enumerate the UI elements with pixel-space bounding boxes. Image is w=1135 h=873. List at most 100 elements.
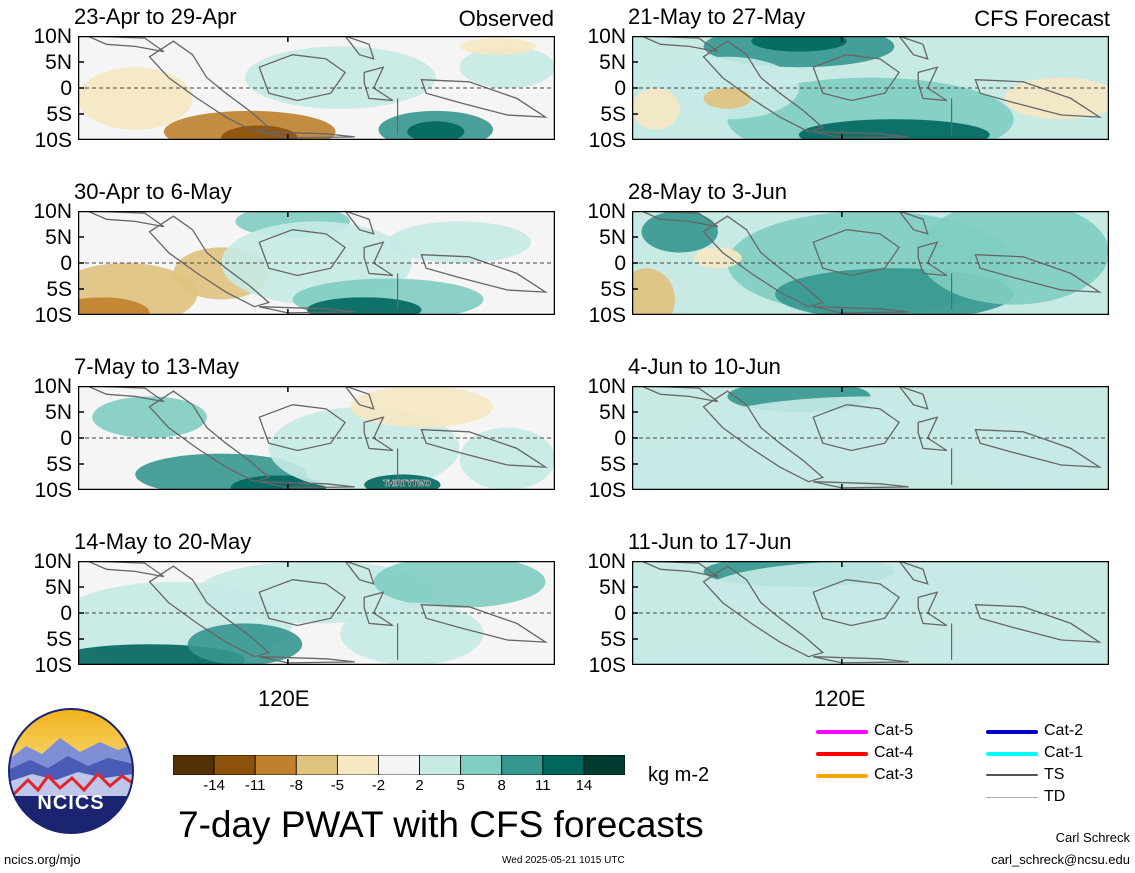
coastline (898, 386, 929, 410)
coastline (259, 131, 355, 139)
storm-name-label: THIRTYTWO (383, 479, 431, 488)
storm-legend-swatch (986, 797, 1038, 798)
author-email[interactable]: carl_schreck@ncsu.edu (991, 852, 1130, 867)
coastline (813, 481, 909, 489)
y-axis-tick-label: 10S (588, 654, 626, 677)
pwat-map (632, 386, 1109, 490)
y-axis-tick-label: 5N (45, 576, 72, 599)
panel-title: 11-Jun to 17-Jun (628, 529, 792, 554)
pwat-field (632, 561, 1109, 665)
pwat-field (632, 386, 1109, 490)
y-axis-tick-label: 5S (600, 453, 626, 476)
y-axis-tick-label: 5N (599, 226, 626, 249)
coastline (898, 36, 929, 60)
storm-legend-label: Cat-3 (874, 766, 914, 783)
coastline (258, 54, 346, 102)
pwat-anomaly-region (244, 46, 436, 109)
storm-legend-label: Cat-2 (1044, 722, 1084, 739)
coastline (702, 390, 825, 483)
coastline (813, 131, 909, 139)
pwat-anomaly-region (655, 56, 799, 120)
colorbar-unit: kg m-2 (648, 764, 710, 786)
coastline (641, 561, 719, 578)
coastline (363, 591, 394, 627)
colorbar-tick-label: 2 (415, 777, 424, 794)
colorbar-swatch (501, 754, 544, 776)
pwat-field: THIRTYTWO (78, 386, 555, 490)
coastline (702, 40, 825, 133)
pwat-field (78, 211, 555, 315)
coastline (813, 656, 909, 664)
y-axis-tick-label: 10S (34, 654, 72, 677)
coastline (420, 429, 548, 468)
y-axis-tick-label: 5S (600, 628, 626, 651)
coastline (420, 604, 548, 643)
colorbar-tick-label: 14 (575, 777, 593, 794)
colorbar-swatch (460, 754, 503, 776)
colorbar-swatch (172, 754, 215, 776)
y-axis-tick-label: 5N (599, 401, 626, 424)
pwat-anomaly-region (459, 46, 555, 88)
panel-title: 4-Jun to 10-Jun (628, 354, 781, 379)
coastline (148, 565, 271, 658)
pwat-map: THIRTYTWO (78, 386, 555, 490)
pwat-anomaly-region (632, 268, 675, 315)
pwat-field (632, 211, 1109, 315)
storm-legend-swatch (816, 774, 868, 778)
coastline (974, 254, 1102, 293)
y-axis-tick-label: 10N (587, 25, 626, 48)
colorbar-tick-label: 11 (535, 777, 551, 794)
colorbar-swatch (336, 754, 379, 776)
y-axis-tick-label: 0 (60, 252, 72, 275)
source-url[interactable]: ncics.org/mjo (4, 852, 81, 867)
colorbar-tick-label: -14 (203, 777, 225, 794)
y-axis-tick-label: 10S (588, 304, 626, 327)
y-axis-tick-label: 0 (614, 77, 626, 100)
coastline (702, 215, 825, 308)
storm-legend-label: TS (1044, 766, 1065, 783)
y-axis-tick-label: 10N (33, 200, 72, 223)
coastline (641, 36, 719, 53)
y-axis-tick-label: 10S (34, 479, 72, 502)
pwat-anomaly-region (92, 396, 207, 438)
pwat-anomaly-region (798, 119, 990, 140)
pwat-map (632, 211, 1109, 315)
y-axis-tick-label: 10N (33, 375, 72, 398)
coastline (87, 386, 165, 403)
coastline (258, 579, 346, 627)
y-axis-tick-label: 10S (588, 129, 626, 152)
y-axis-tick-label: 10S (34, 304, 72, 327)
storm-legend-swatch (986, 752, 1038, 756)
pwat-anomaly-region (187, 623, 303, 665)
pwat-anomaly-region (78, 67, 193, 130)
panel-title: 7-May to 13-May (74, 354, 240, 379)
coastline (812, 54, 900, 102)
y-axis-tick-label: 5N (599, 576, 626, 599)
pwat-anomaly-region (632, 649, 776, 665)
coastline (148, 390, 271, 483)
storm-legend-swatch (816, 730, 868, 734)
pwat-anomaly-region (918, 211, 1109, 305)
coastline (813, 306, 909, 314)
y-axis-tick-label: 5S (600, 278, 626, 301)
coastline (641, 386, 719, 403)
coastline (420, 79, 548, 118)
colorbar-swatches (172, 754, 626, 776)
y-axis-tick-label: 0 (614, 252, 626, 275)
coastline (148, 40, 271, 133)
coastline (259, 306, 355, 314)
y-axis-tick-label: 0 (60, 77, 72, 100)
pwat-anomaly-region (459, 427, 555, 490)
coastline (812, 404, 900, 452)
coastline (898, 561, 929, 585)
pwat-map (632, 36, 1109, 140)
panel-title: 30-Apr to 6-May (74, 179, 232, 204)
pwat-anomaly-region (364, 474, 441, 490)
coastline (917, 416, 948, 452)
coastline (974, 429, 1102, 468)
colorbar-swatch (295, 754, 338, 776)
coastline (812, 229, 900, 277)
observed-tag: Observed (458, 6, 554, 31)
pwat-anomaly-region (388, 221, 532, 263)
storm-legend-label: Cat-5 (874, 722, 914, 739)
